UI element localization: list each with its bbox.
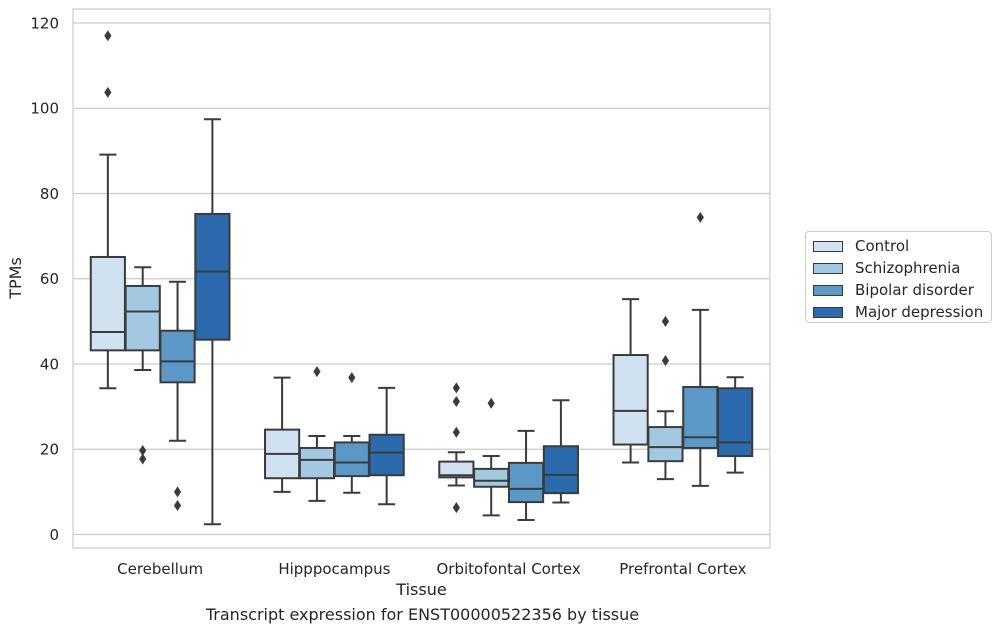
box-hipppocampus-bipolar-disorder bbox=[333, 372, 370, 494]
y-tick-label-120: 120 bbox=[30, 14, 59, 32]
outlier-point bbox=[452, 382, 460, 394]
box-hipppocampus-control bbox=[264, 376, 301, 493]
outlier-point bbox=[452, 426, 460, 438]
box-orbitofontal-cortex-control bbox=[438, 382, 475, 514]
box-iqr bbox=[298, 446, 336, 480]
outlier-point bbox=[173, 500, 182, 512]
legend-swatch-bipolar-disorder bbox=[813, 284, 843, 296]
legend-item-bipolar-disorder: Bipolar disorder bbox=[813, 279, 974, 301]
box-cerebellum-control bbox=[89, 30, 126, 390]
y-tick-label-60: 60 bbox=[40, 270, 59, 288]
legend-label-control: Control bbox=[855, 237, 910, 255]
box-cerebellum-major-depression bbox=[194, 118, 231, 526]
x-tick-labels: Cerebellum Hipppocampus Orbitofontal Corte… bbox=[117, 560, 746, 578]
legend: Control Schizophrenia Bipolar disorder M… bbox=[805, 231, 992, 323]
box-iqr bbox=[507, 461, 545, 504]
box-iqr bbox=[647, 426, 684, 463]
box-orbitofontal-cortex-schizophrenia bbox=[473, 397, 510, 517]
box-iqr bbox=[612, 354, 649, 446]
y-tick-label-0: 0 bbox=[49, 526, 59, 544]
box-iqr bbox=[368, 433, 405, 477]
legend-label-major-depression: Major depression bbox=[855, 303, 984, 321]
y-tick-label-20: 20 bbox=[40, 441, 59, 459]
x-tick-label-cerebellum: Cerebellum bbox=[117, 560, 203, 578]
box-iqr bbox=[473, 467, 510, 488]
box-iqr bbox=[717, 387, 754, 458]
legend-label-bipolar-disorder: Bipolar disorder bbox=[855, 281, 974, 299]
outlier-point bbox=[661, 355, 670, 367]
legend-label-schizophrenia: Schizophrenia bbox=[855, 259, 961, 277]
outlier-point bbox=[139, 453, 147, 465]
outlier-point bbox=[452, 502, 460, 514]
legend-item-control: Control bbox=[813, 235, 909, 257]
outlier-point bbox=[452, 395, 460, 407]
outlier-point bbox=[696, 211, 704, 223]
legend-item-major-depression: Major depression bbox=[813, 301, 983, 323]
outlier-point bbox=[487, 397, 495, 409]
x-tick-label-prefrontal-cortex: Prefrontal Cortex bbox=[619, 560, 746, 578]
box-prefrontal-cortex-bipolar-disorder bbox=[682, 211, 719, 487]
box-cerebellum-schizophrenia bbox=[124, 266, 161, 465]
outlier-point bbox=[173, 486, 182, 498]
legend-swatch-control bbox=[813, 240, 843, 252]
x-tick-label-orbitofontal-cortex: Orbitofontal Cortex bbox=[437, 560, 581, 578]
plot-boxes bbox=[89, 30, 754, 526]
x-tick-label-hipppocampus: Hipppocampus bbox=[278, 560, 390, 578]
legend-swatch-major-depression bbox=[813, 306, 843, 318]
outlier-point bbox=[139, 445, 147, 457]
y-tick-label-80: 80 bbox=[40, 185, 59, 203]
outlier-point bbox=[104, 86, 112, 98]
x-axis-label: Tissue bbox=[395, 580, 446, 599]
outlier-point bbox=[661, 315, 670, 327]
box-iqr bbox=[89, 255, 126, 352]
box-orbitofontal-cortex-bipolar-disorder bbox=[507, 429, 545, 522]
box-hipppocampus-major-depression bbox=[368, 386, 405, 506]
legend-swatch-schizophrenia bbox=[813, 262, 843, 274]
box-prefrontal-cortex-schizophrenia bbox=[647, 315, 684, 481]
box-iqr bbox=[542, 445, 579, 495]
box-iqr bbox=[682, 386, 719, 449]
box-hipppocampus-schizophrenia bbox=[298, 366, 336, 502]
y-tick-labels: 0 20 40 60 80 100 120 bbox=[30, 14, 59, 544]
box-iqr bbox=[333, 441, 370, 478]
box-cerebellum-bipolar-disorder bbox=[159, 280, 196, 512]
box-iqr bbox=[159, 329, 196, 384]
box-iqr bbox=[194, 212, 231, 341]
outlier-point bbox=[348, 372, 356, 384]
box-orbitofontal-cortex-major-depression bbox=[542, 399, 579, 504]
y-tick-label-40: 40 bbox=[40, 355, 59, 373]
outlier-point bbox=[104, 30, 112, 42]
legend-item-schizophrenia: Schizophrenia bbox=[813, 257, 960, 279]
y-axis-label: TPMs bbox=[6, 257, 25, 300]
box-prefrontal-cortex-major-depression bbox=[717, 376, 754, 474]
y-tick-label-100: 100 bbox=[30, 100, 59, 118]
plot-frame bbox=[72, 8, 771, 549]
chart-caption: Transcript expression for ENST0000052235… bbox=[205, 605, 640, 624]
outlier-point bbox=[313, 366, 321, 378]
box-prefrontal-cortex-control bbox=[612, 298, 649, 464]
box-iqr bbox=[124, 284, 161, 352]
